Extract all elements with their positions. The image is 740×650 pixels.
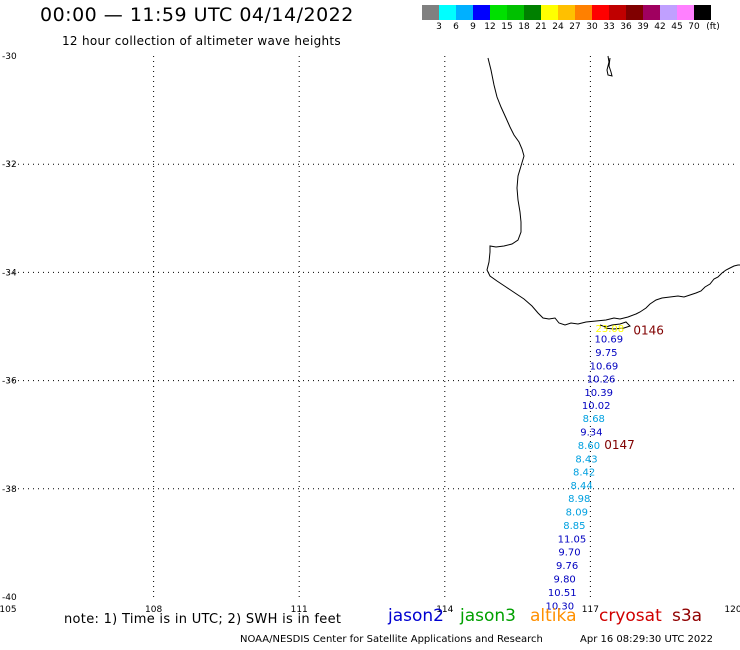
track-time-labels: 0146 0147 [604, 323, 664, 452]
swatch-39 [626, 5, 643, 20]
scale-label: 36 [620, 22, 632, 32]
swh-value-label: 9.34 [580, 427, 602, 438]
scale-label: 42 [654, 22, 666, 32]
scale-label: 12 [484, 22, 496, 32]
latitude-label: -34 [2, 268, 17, 278]
map-title: 00:00 — 11:59 UTC 04/14/2022 [40, 4, 354, 26]
swatch-18 [507, 5, 524, 20]
generated-timestamp: Apr 16 08:29:30 UTC 2022 [580, 634, 713, 645]
credit-line: NOAA/NESDIS Center for Satellite Applica… [240, 634, 543, 645]
legend-s3a: s3a [672, 606, 703, 626]
swh-value-label: 8.98 [568, 494, 590, 505]
island-outline [606, 55, 613, 77]
longitude-label: 117 [582, 605, 599, 615]
swatch-21 [524, 5, 541, 20]
color-scale-swatches [422, 5, 728, 20]
coastline-inlet [599, 321, 631, 330]
scale-label: 70 [688, 22, 700, 32]
color-scale-legend: 3 6 9 12 15 18 21 24 27 30 33 36 39 42 4… [422, 5, 728, 35]
swh-value-label: 9.70 [558, 548, 580, 559]
scale-label: 30 [586, 22, 598, 32]
swh-value-label: 23.08 [595, 324, 624, 335]
scale-label: 3 [436, 22, 442, 32]
swh-value-label: 8.43 [575, 455, 597, 466]
swh-value-label: 8.42 [573, 467, 595, 478]
swatch-24 [541, 5, 558, 20]
longitude-label: 111 [291, 605, 308, 615]
legend-jason2: jason2 [388, 606, 444, 626]
track-time-label: 0147 [604, 438, 635, 452]
latitude-label: -36 [2, 377, 17, 387]
swatch-27 [558, 5, 575, 20]
scale-label: 21 [535, 22, 547, 32]
swatch-70 [677, 5, 694, 20]
swh-value-label: 10.26 [587, 374, 616, 385]
swh-value-label: 10.39 [584, 388, 613, 399]
scale-label: 18 [518, 22, 530, 32]
latitude-label: -38 [2, 485, 17, 495]
map-subtitle: 12 hour collection of altimeter wave hei… [62, 34, 341, 48]
scale-label: 45 [671, 22, 683, 32]
legend-jason3: jason3 [460, 606, 516, 626]
swh-value-label: 8.85 [563, 521, 585, 532]
longitude-label: 114 [436, 605, 453, 615]
footer-note: note: 1) Time is in UTC; 2) SWH is in fe… [64, 612, 342, 627]
swatch-9 [456, 5, 473, 20]
scale-label: 6 [453, 22, 459, 32]
swatch-15 [490, 5, 507, 20]
swh-value-label: 10.02 [582, 401, 611, 412]
swh-value-label: 10.69 [595, 334, 624, 345]
scale-label: 15 [501, 22, 513, 32]
longitude-label: 108 [145, 605, 162, 615]
longitude-labels: 105 108 111 114 117 120 [0, 605, 740, 615]
swh-value-label: 10.51 [548, 588, 577, 599]
scale-label: 24 [552, 22, 564, 32]
latitude-label: -30 [2, 52, 17, 62]
color-scale-labels: 3 6 9 12 15 18 21 24 27 30 33 36 39 42 4… [422, 20, 728, 34]
track-time-label: 0146 [633, 323, 664, 337]
swatch-max [694, 5, 711, 20]
coastline [486, 57, 740, 326]
swh-value-label: 10.69 [590, 361, 619, 372]
graticule [8, 56, 736, 597]
longitude-label: 105 [0, 605, 17, 615]
swatch-30 [575, 5, 592, 20]
latitude-labels: -30 -32 -34 -36 -38 -40 [2, 52, 17, 603]
legend-cryosat: cryosat [599, 606, 662, 626]
swh-value-label: 11.05 [558, 535, 587, 546]
scale-label: 27 [569, 22, 581, 32]
swh-value-label: 9.80 [554, 575, 576, 586]
swh-value-label: 8.68 [583, 414, 605, 425]
swatch-12 [473, 5, 490, 20]
swatch-3 [422, 5, 439, 20]
swh-track: 23.0810.699.7510.6910.2610.3910.028.689.… [546, 324, 625, 613]
latitude-label: -32 [2, 160, 17, 170]
swatch-33 [592, 5, 609, 20]
scale-label: 39 [637, 22, 649, 32]
swatch-6 [439, 5, 456, 20]
swh-value-label: 8.09 [566, 508, 588, 519]
longitude-label: 120 [724, 605, 740, 615]
scale-label: 33 [603, 22, 615, 32]
swh-value-label: 8.44 [571, 481, 593, 492]
swh-value-label: 10.30 [546, 602, 575, 613]
scale-label: (ft) [706, 22, 720, 32]
swh-value-label: 9.75 [595, 348, 617, 359]
latitude-label: -40 [2, 593, 17, 603]
swatch-36 [609, 5, 626, 20]
scale-label: 9 [470, 22, 476, 32]
swatch-45 [660, 5, 677, 20]
swh-value-label: 8.60 [578, 441, 600, 452]
swatch-42 [643, 5, 660, 20]
swh-value-label: 9.76 [556, 561, 578, 572]
legend-altika: altika [530, 606, 577, 626]
